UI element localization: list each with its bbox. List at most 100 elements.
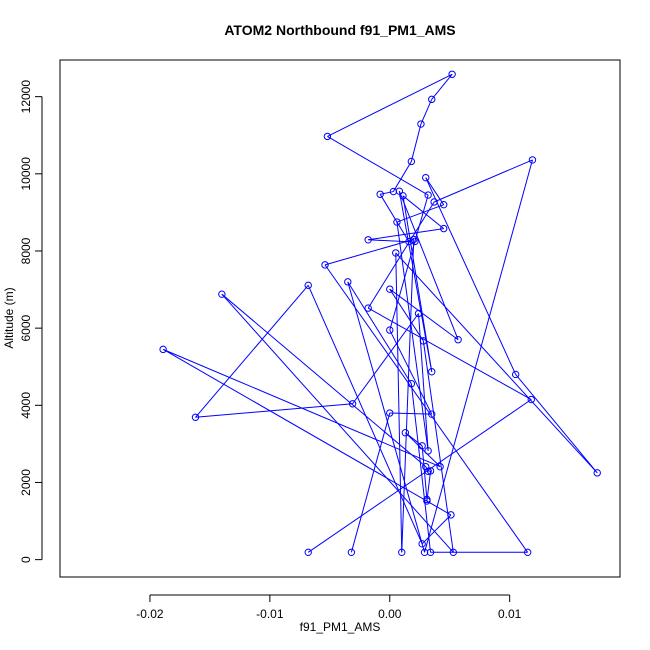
series-line-segment: [396, 221, 429, 451]
x-tick-label: -0.01: [256, 607, 284, 621]
series-line-segment: [195, 284, 309, 418]
series-line-segment: [380, 191, 394, 195]
series-lines: [162, 73, 598, 553]
y-tick-label: 10000: [19, 157, 33, 191]
series-line-segment: [421, 514, 452, 545]
data-point: [440, 224, 448, 233]
data-point: [511, 370, 520, 379]
series-line-segment: [421, 445, 428, 500]
data-point: [454, 336, 462, 344]
data-point: [428, 95, 436, 104]
series-line-segment: [402, 195, 433, 372]
data-point: [407, 157, 416, 166]
data-point: [424, 191, 432, 199]
series-line-segment: [389, 288, 459, 341]
data-point: [422, 173, 430, 182]
series-line-segment: [368, 228, 444, 241]
x-tick-label: 0.00: [378, 607, 402, 621]
series-line-segment: [307, 399, 532, 553]
data-point: [424, 447, 432, 455]
data-point: [593, 469, 601, 477]
data-point: [348, 400, 357, 408]
data-point: [428, 410, 436, 418]
series-line-segment: [324, 238, 414, 266]
series-line-segment: [389, 412, 432, 415]
data-point: [424, 467, 432, 475]
series-line-segment: [367, 307, 532, 400]
series-line-segment: [307, 285, 423, 545]
y-tick-label: 2000: [19, 469, 33, 496]
series-line-segment: [389, 288, 424, 342]
series-line-segment: [401, 239, 415, 553]
series-line-segment: [327, 73, 453, 137]
series-line-segment: [347, 281, 426, 553]
data-point: [401, 429, 410, 437]
data-point: [523, 548, 532, 557]
data-point: [426, 548, 435, 557]
data-point: [411, 237, 419, 246]
series-line-segment: [368, 239, 409, 243]
x-axis-label: f91_PM1_AMS: [300, 620, 381, 634]
data-point: [393, 218, 401, 226]
series-line-segment: [395, 252, 403, 553]
data-point: [430, 198, 438, 206]
data-point: [304, 548, 312, 557]
data-point: [436, 462, 444, 471]
x-tick-label: -0.02: [136, 607, 164, 621]
series-line-segment: [410, 123, 422, 162]
data-point: [528, 156, 537, 164]
data-point: [423, 497, 431, 505]
data-point: [386, 326, 394, 334]
data-point: [191, 413, 200, 421]
data-point: [448, 70, 456, 78]
chart-title: ATOM2 Northbound f91_PM1_AMS: [224, 22, 455, 38]
series-line-segment: [162, 348, 452, 516]
plot-frame: [59, 59, 621, 578]
data-point: [389, 187, 398, 196]
data-point: [407, 380, 416, 388]
series-line-segment: [410, 383, 432, 553]
data-point: [449, 548, 458, 557]
x-tick-label: 0.01: [498, 607, 522, 621]
series-line-segment: [420, 99, 433, 125]
data-point: [398, 548, 406, 557]
series-line-segment: [195, 403, 353, 418]
series-line-segment: [424, 159, 533, 553]
data-point: [414, 309, 423, 318]
series-line-segment: [324, 264, 529, 553]
series-points: [159, 70, 601, 557]
series-line-segment: [515, 374, 598, 474]
series-line-segment: [431, 73, 453, 100]
series-line-segment: [389, 241, 416, 331]
data-point: [447, 511, 455, 519]
series-line-segment: [425, 177, 445, 205]
data-point: [376, 190, 384, 198]
y-tick-label: 8000: [19, 237, 33, 264]
data-point: [323, 132, 332, 141]
data-point: [304, 281, 312, 290]
data-point: [392, 249, 400, 257]
data-point: [419, 337, 428, 345]
data-point: [417, 120, 425, 128]
series-line-segment: [352, 313, 419, 405]
series-line-segment: [389, 329, 433, 415]
data-point: [422, 462, 430, 471]
series-line-segment: [414, 194, 429, 242]
series-line-segment: [327, 135, 429, 196]
y-tick-label: 0: [19, 556, 33, 563]
data-point: [386, 409, 394, 417]
data-point: [428, 368, 436, 376]
series-line-segment: [392, 161, 412, 192]
y-axis-label: Altitude (m): [2, 287, 16, 348]
series-line-segment: [221, 293, 427, 468]
data-point: [527, 395, 535, 404]
data-point: [440, 200, 448, 209]
data-point: [364, 304, 372, 312]
series-line-segment: [379, 194, 410, 242]
series-line-segment: [433, 159, 533, 203]
y-tick-label: 6000: [19, 314, 33, 341]
y-tick-label: 4000: [19, 392, 33, 419]
data-point: [344, 278, 352, 286]
